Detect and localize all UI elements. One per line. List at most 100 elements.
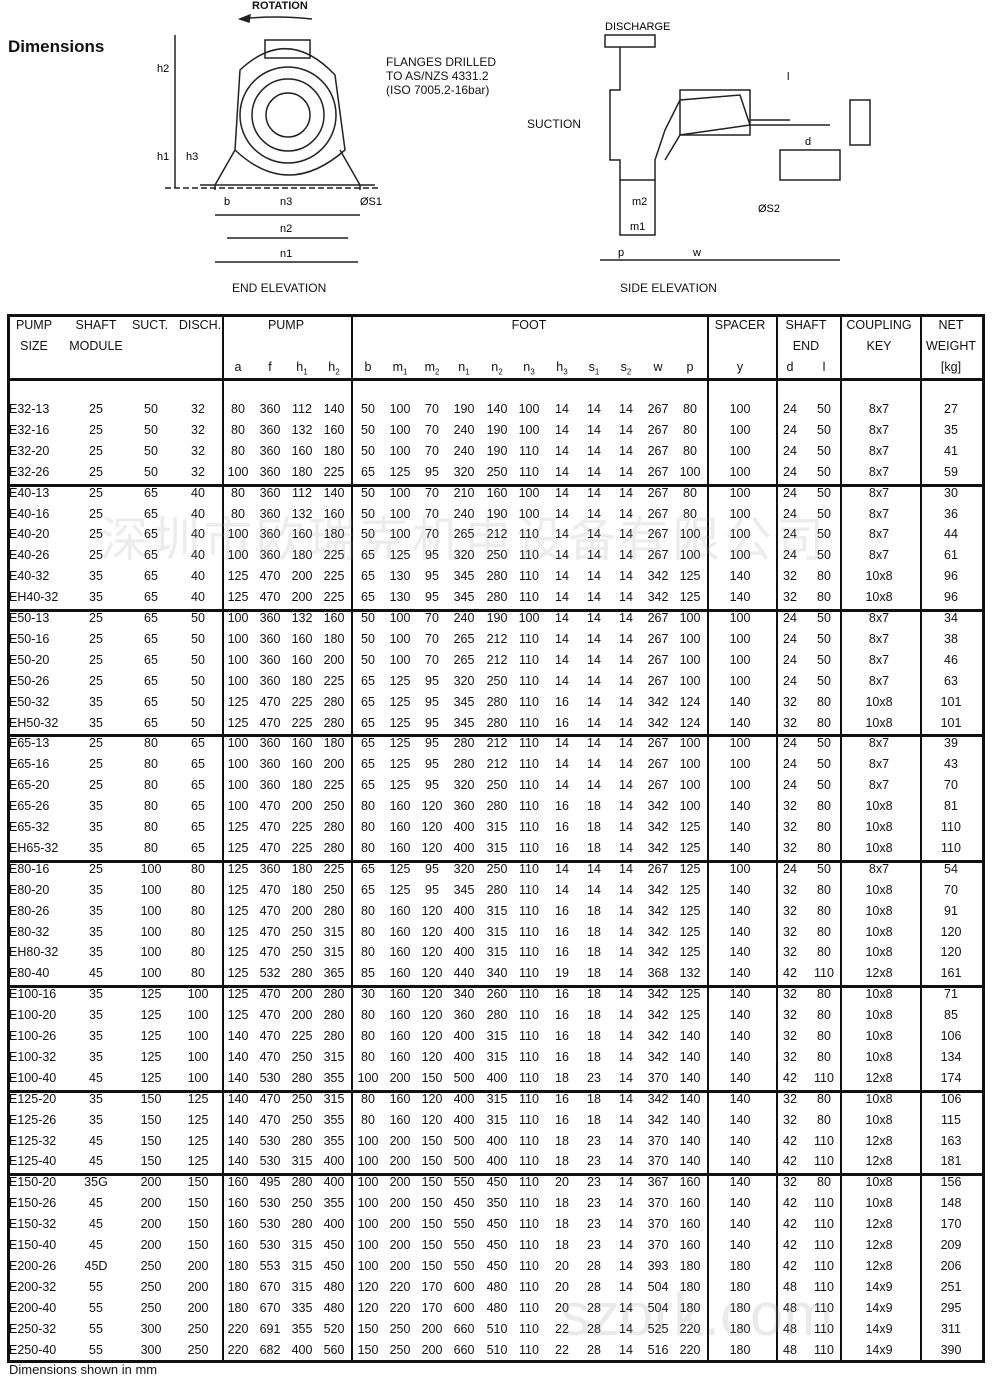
column-divider	[222, 317, 224, 1360]
table-cell: 355	[323, 1133, 345, 1148]
pump-size-cell: E32-20	[9, 443, 50, 458]
table-cell: 125	[679, 945, 701, 960]
table-cell: 110	[519, 778, 539, 793]
table-cell: 65	[144, 548, 158, 563]
table-cell: 14	[619, 1091, 633, 1106]
table-cell: 120	[421, 1091, 443, 1106]
table-cell: 480	[486, 1279, 508, 1294]
table-cell: 110	[519, 1238, 539, 1252]
table-cell: 70	[425, 422, 439, 437]
table-cell: 18	[587, 966, 601, 981]
table-cell: 360	[453, 1008, 475, 1023]
table-cell: 140	[729, 820, 751, 834]
table-cell: 32	[191, 464, 205, 479]
table-cell: 23	[587, 1196, 601, 1211]
table-cell: 180	[729, 1279, 751, 1294]
table-cell: 504	[647, 1279, 669, 1294]
table-cell: 140	[729, 1112, 751, 1127]
table-cell: 80	[817, 903, 831, 918]
pump-size-cell: E40-32	[9, 569, 50, 584]
table-cell: 660	[453, 1342, 475, 1357]
table-cell: 50	[817, 673, 831, 688]
table-cell: 35	[89, 882, 103, 897]
table-cell: 200	[389, 1133, 411, 1148]
table-cell: 95	[425, 464, 439, 479]
table-cell: 400	[453, 903, 475, 918]
table-cell: 110	[519, 820, 539, 834]
table-cell: 70	[425, 485, 439, 500]
table-cell: 80	[817, 1049, 831, 1064]
table-cell: 80	[683, 506, 697, 521]
table-cell: 180	[227, 1258, 249, 1273]
table-cell: 315	[486, 945, 508, 960]
table-cell: 355	[323, 1112, 345, 1127]
table-cell: 200	[187, 1279, 209, 1294]
table-cell: 250	[323, 882, 345, 897]
pump-size-cell: E100-32	[9, 1049, 57, 1064]
table-cell: 16	[555, 924, 569, 939]
table-cell: 225	[291, 715, 313, 730]
table-cell: 80	[144, 736, 158, 751]
table-cell: 140	[679, 1133, 701, 1148]
footnote: Dimensions shown in mm	[9, 1362, 158, 1377]
table-cell: 48	[783, 1321, 797, 1336]
table-cell: 516	[647, 1342, 669, 1357]
table-cell: 35	[89, 903, 103, 918]
table-cell: 10x8	[865, 1091, 893, 1106]
table-cell: 342	[647, 903, 669, 918]
table-cell: 70	[425, 402, 439, 416]
table-cell: 360	[259, 402, 281, 416]
table-cell: 80	[361, 1112, 375, 1127]
table-cell: 50	[817, 506, 831, 521]
table-cell: 530	[259, 1070, 281, 1085]
table-cell: 112	[292, 402, 312, 416]
table-cell: 25	[89, 485, 103, 500]
pump-size-cell: E150-32	[9, 1217, 57, 1232]
table-cell: 14	[555, 611, 569, 625]
table-cell: 65	[144, 569, 158, 584]
table-cell: 80	[361, 1049, 375, 1064]
group-divider	[10, 859, 982, 863]
table-cell: 280	[291, 1070, 313, 1085]
table-cell: 12x8	[865, 1217, 893, 1232]
table-cell: 14	[555, 464, 569, 479]
table-cell: 180	[227, 1300, 249, 1315]
table-cell: 80	[191, 924, 205, 939]
table-cell: 25	[89, 527, 103, 542]
table-cell: 530	[259, 1133, 281, 1148]
table-cell: 368	[647, 966, 669, 981]
table-cell: 80	[361, 945, 375, 960]
table-cell: 110	[519, 882, 539, 897]
table-cell: 65	[191, 799, 205, 814]
table-cell: 65	[191, 778, 205, 793]
table-cell: 110	[519, 1008, 539, 1023]
svg-text:m2: m2	[632, 196, 647, 208]
table-cell: 8x7	[868, 757, 890, 772]
table-cell: 100	[729, 631, 751, 646]
svg-text:d: d	[805, 136, 811, 148]
table-cell: 200	[389, 1154, 411, 1169]
table-cell: 8x7	[868, 778, 890, 793]
table-cell: 80	[191, 861, 205, 876]
table-cell: 160	[323, 422, 345, 437]
table-cell: 200	[389, 1238, 411, 1252]
table-cell: 320	[453, 673, 475, 688]
table-cell: 125	[227, 820, 249, 834]
table-cell: 125	[679, 861, 701, 876]
table-cell: 14	[619, 1238, 633, 1252]
table-cell: 80	[361, 903, 375, 918]
table-cell: 12x8	[865, 966, 893, 981]
table-cell: 95	[425, 861, 439, 876]
header-sub-y: y	[736, 360, 744, 374]
table-cell: 8x7	[868, 652, 890, 667]
table-cell: 50	[144, 443, 158, 458]
table-cell: 40	[191, 569, 205, 584]
table-cell: 14	[619, 1217, 633, 1232]
table-cell: 110	[519, 799, 539, 814]
table-cell: 280	[486, 569, 508, 584]
table-cell: 10x8	[865, 1112, 893, 1127]
table-cell: 140	[729, 590, 751, 605]
table-cell: 25	[89, 464, 103, 479]
table-cell: 400	[453, 945, 475, 960]
table-cell: 110	[519, 966, 539, 981]
